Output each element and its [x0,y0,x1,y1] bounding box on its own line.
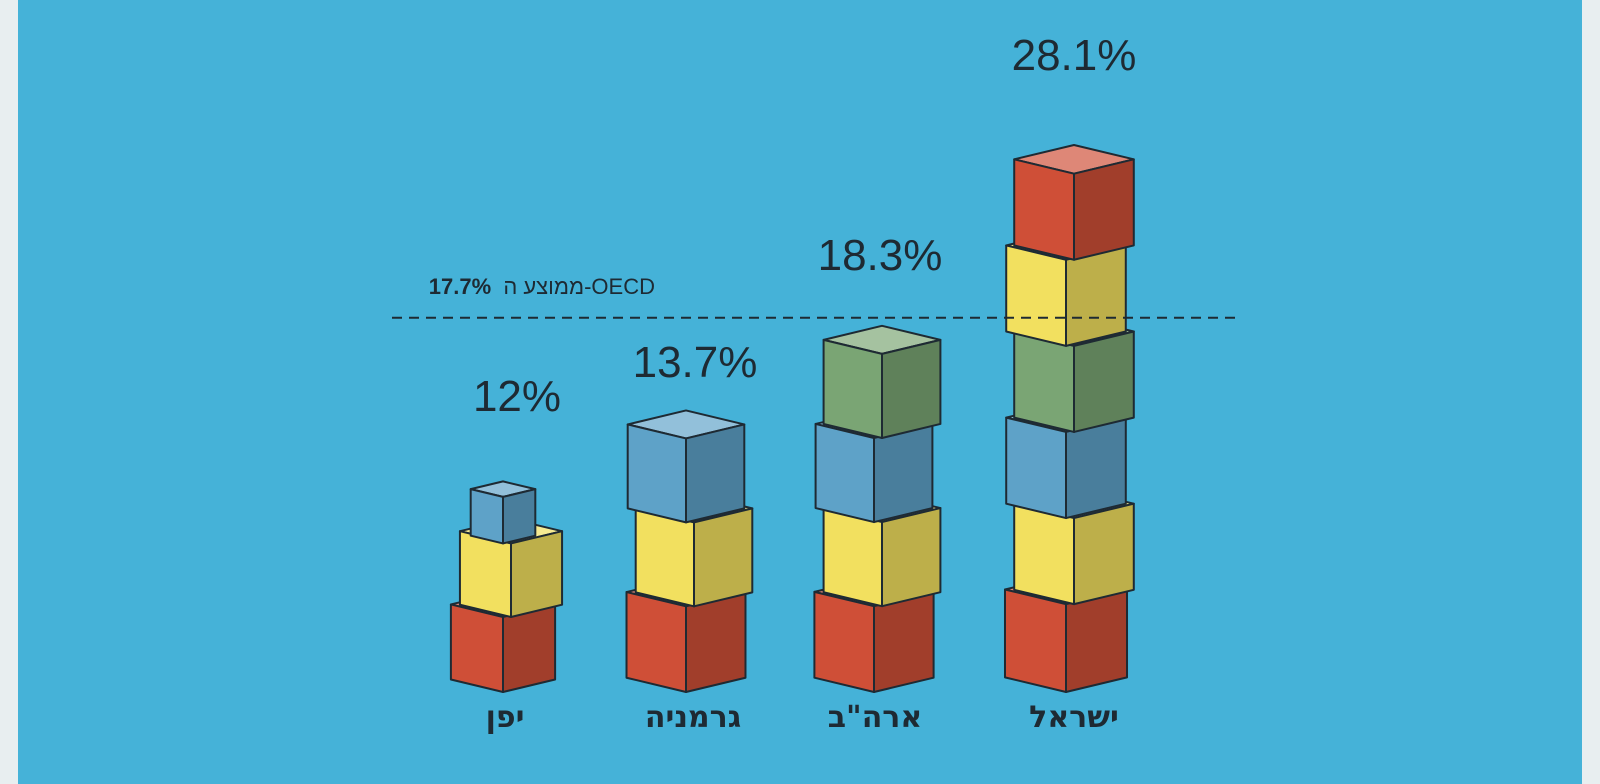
block-usa-4 [822,324,942,439]
block-japan-3 [469,480,537,545]
value-label-japan: 12% [473,372,561,421]
block-japan-3-side [502,488,537,545]
block-germany-3 [626,409,746,524]
block-israel-6-front [1013,158,1075,261]
category-label-germany: גרמניה [645,700,741,735]
block-usa-4-front [822,338,883,439]
value-label-israel: 28.1% [1012,31,1137,80]
block-usa-3-front [814,422,875,524]
block-israel-3-front [1005,416,1067,520]
block-israel-5-front [1005,244,1067,347]
value-label-usa: 18.3% [818,231,943,280]
block-usa-1-front [813,590,875,693]
oecd-average-value: 17.7% [429,274,491,299]
oecd-average-label: 17.7% ממוצע ה-OECD [429,274,655,299]
value-label-germany: 13.7% [633,338,758,387]
block-israel-4-side [1073,330,1135,433]
block-germany-1-front [625,591,687,693]
block-japan-1-front [449,603,504,693]
oecd-average-text: ממוצע ה-OECD [503,274,655,299]
block-israel-6 [1013,143,1135,261]
block-usa-4-side [881,338,942,439]
block-israel-2-side [1073,502,1135,606]
block-germany-2-side [693,507,754,608]
blocks-layer [449,143,1135,693]
block-israel-1-front [1003,588,1067,693]
block-germany-3-side [685,423,746,524]
category-label-usa: ארה"ב [828,700,922,735]
block-japan-3-front [469,488,504,545]
block-israel-2 [1013,488,1135,606]
category-label-israel: ישראל [1029,700,1119,735]
block-japan-1 [449,590,557,693]
block-germany-3-front [626,423,687,524]
block-israel-6-side [1073,158,1135,261]
category-label-japan: יפן [486,700,525,735]
block-japan-2-side [510,530,564,618]
block-usa-2-side [881,507,942,608]
